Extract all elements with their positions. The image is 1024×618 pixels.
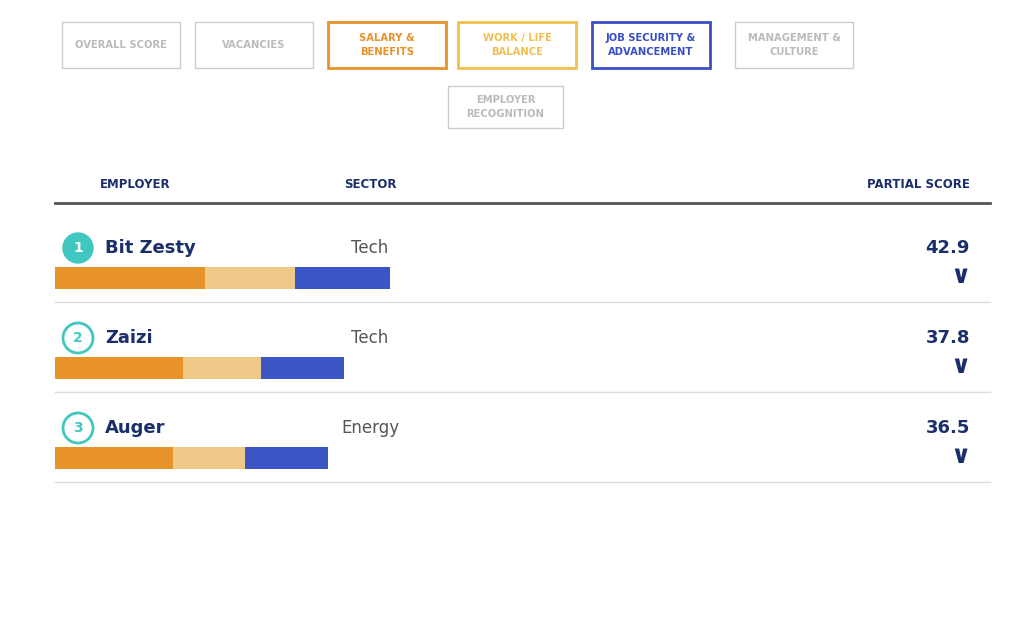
Text: SECTOR: SECTOR <box>344 178 396 191</box>
Text: EMPLOYER
RECOGNITION: EMPLOYER RECOGNITION <box>467 95 545 119</box>
Text: ∨: ∨ <box>950 444 970 468</box>
Bar <box>245 447 328 469</box>
Text: OVERALL SCORE: OVERALL SCORE <box>75 40 167 50</box>
Text: Tech: Tech <box>351 239 389 257</box>
FancyBboxPatch shape <box>592 22 710 68</box>
Text: 3: 3 <box>73 421 83 435</box>
Text: VACANCIES: VACANCIES <box>222 40 286 50</box>
FancyBboxPatch shape <box>195 22 313 68</box>
Text: Bit Zesty: Bit Zesty <box>105 239 196 257</box>
Text: ∨: ∨ <box>950 264 970 288</box>
Text: JOB SECURITY &
ADVANCEMENT: JOB SECURITY & ADVANCEMENT <box>606 33 696 57</box>
FancyBboxPatch shape <box>735 22 853 68</box>
Text: Auger: Auger <box>105 419 166 437</box>
Circle shape <box>63 323 93 353</box>
Bar <box>55 357 183 379</box>
Text: Zaizi: Zaizi <box>105 329 153 347</box>
Bar <box>295 267 390 289</box>
Text: PARTIAL SCORE: PARTIAL SCORE <box>867 178 970 191</box>
Text: Tech: Tech <box>351 329 389 347</box>
Text: WORK / LIFE
BALANCE: WORK / LIFE BALANCE <box>482 33 552 57</box>
Text: MANAGEMENT &
CULTURE: MANAGEMENT & CULTURE <box>748 33 841 57</box>
FancyBboxPatch shape <box>62 22 180 68</box>
Bar <box>183 357 261 379</box>
Bar <box>173 447 245 469</box>
Bar <box>261 357 344 379</box>
Text: 36.5: 36.5 <box>926 419 970 437</box>
Text: 1: 1 <box>73 241 83 255</box>
Text: 42.9: 42.9 <box>926 239 970 257</box>
Text: 2: 2 <box>73 331 83 345</box>
Text: Energy: Energy <box>341 419 399 437</box>
Text: ∨: ∨ <box>950 354 970 378</box>
Circle shape <box>63 413 93 443</box>
Circle shape <box>63 233 93 263</box>
Bar <box>55 267 205 289</box>
FancyBboxPatch shape <box>328 22 446 68</box>
Text: EMPLOYER: EMPLOYER <box>99 178 170 191</box>
Text: 37.8: 37.8 <box>926 329 970 347</box>
Bar <box>55 447 173 469</box>
Text: SALARY &
BENEFITS: SALARY & BENEFITS <box>359 33 415 57</box>
Bar <box>205 267 295 289</box>
FancyBboxPatch shape <box>458 22 575 68</box>
FancyBboxPatch shape <box>449 86 563 128</box>
